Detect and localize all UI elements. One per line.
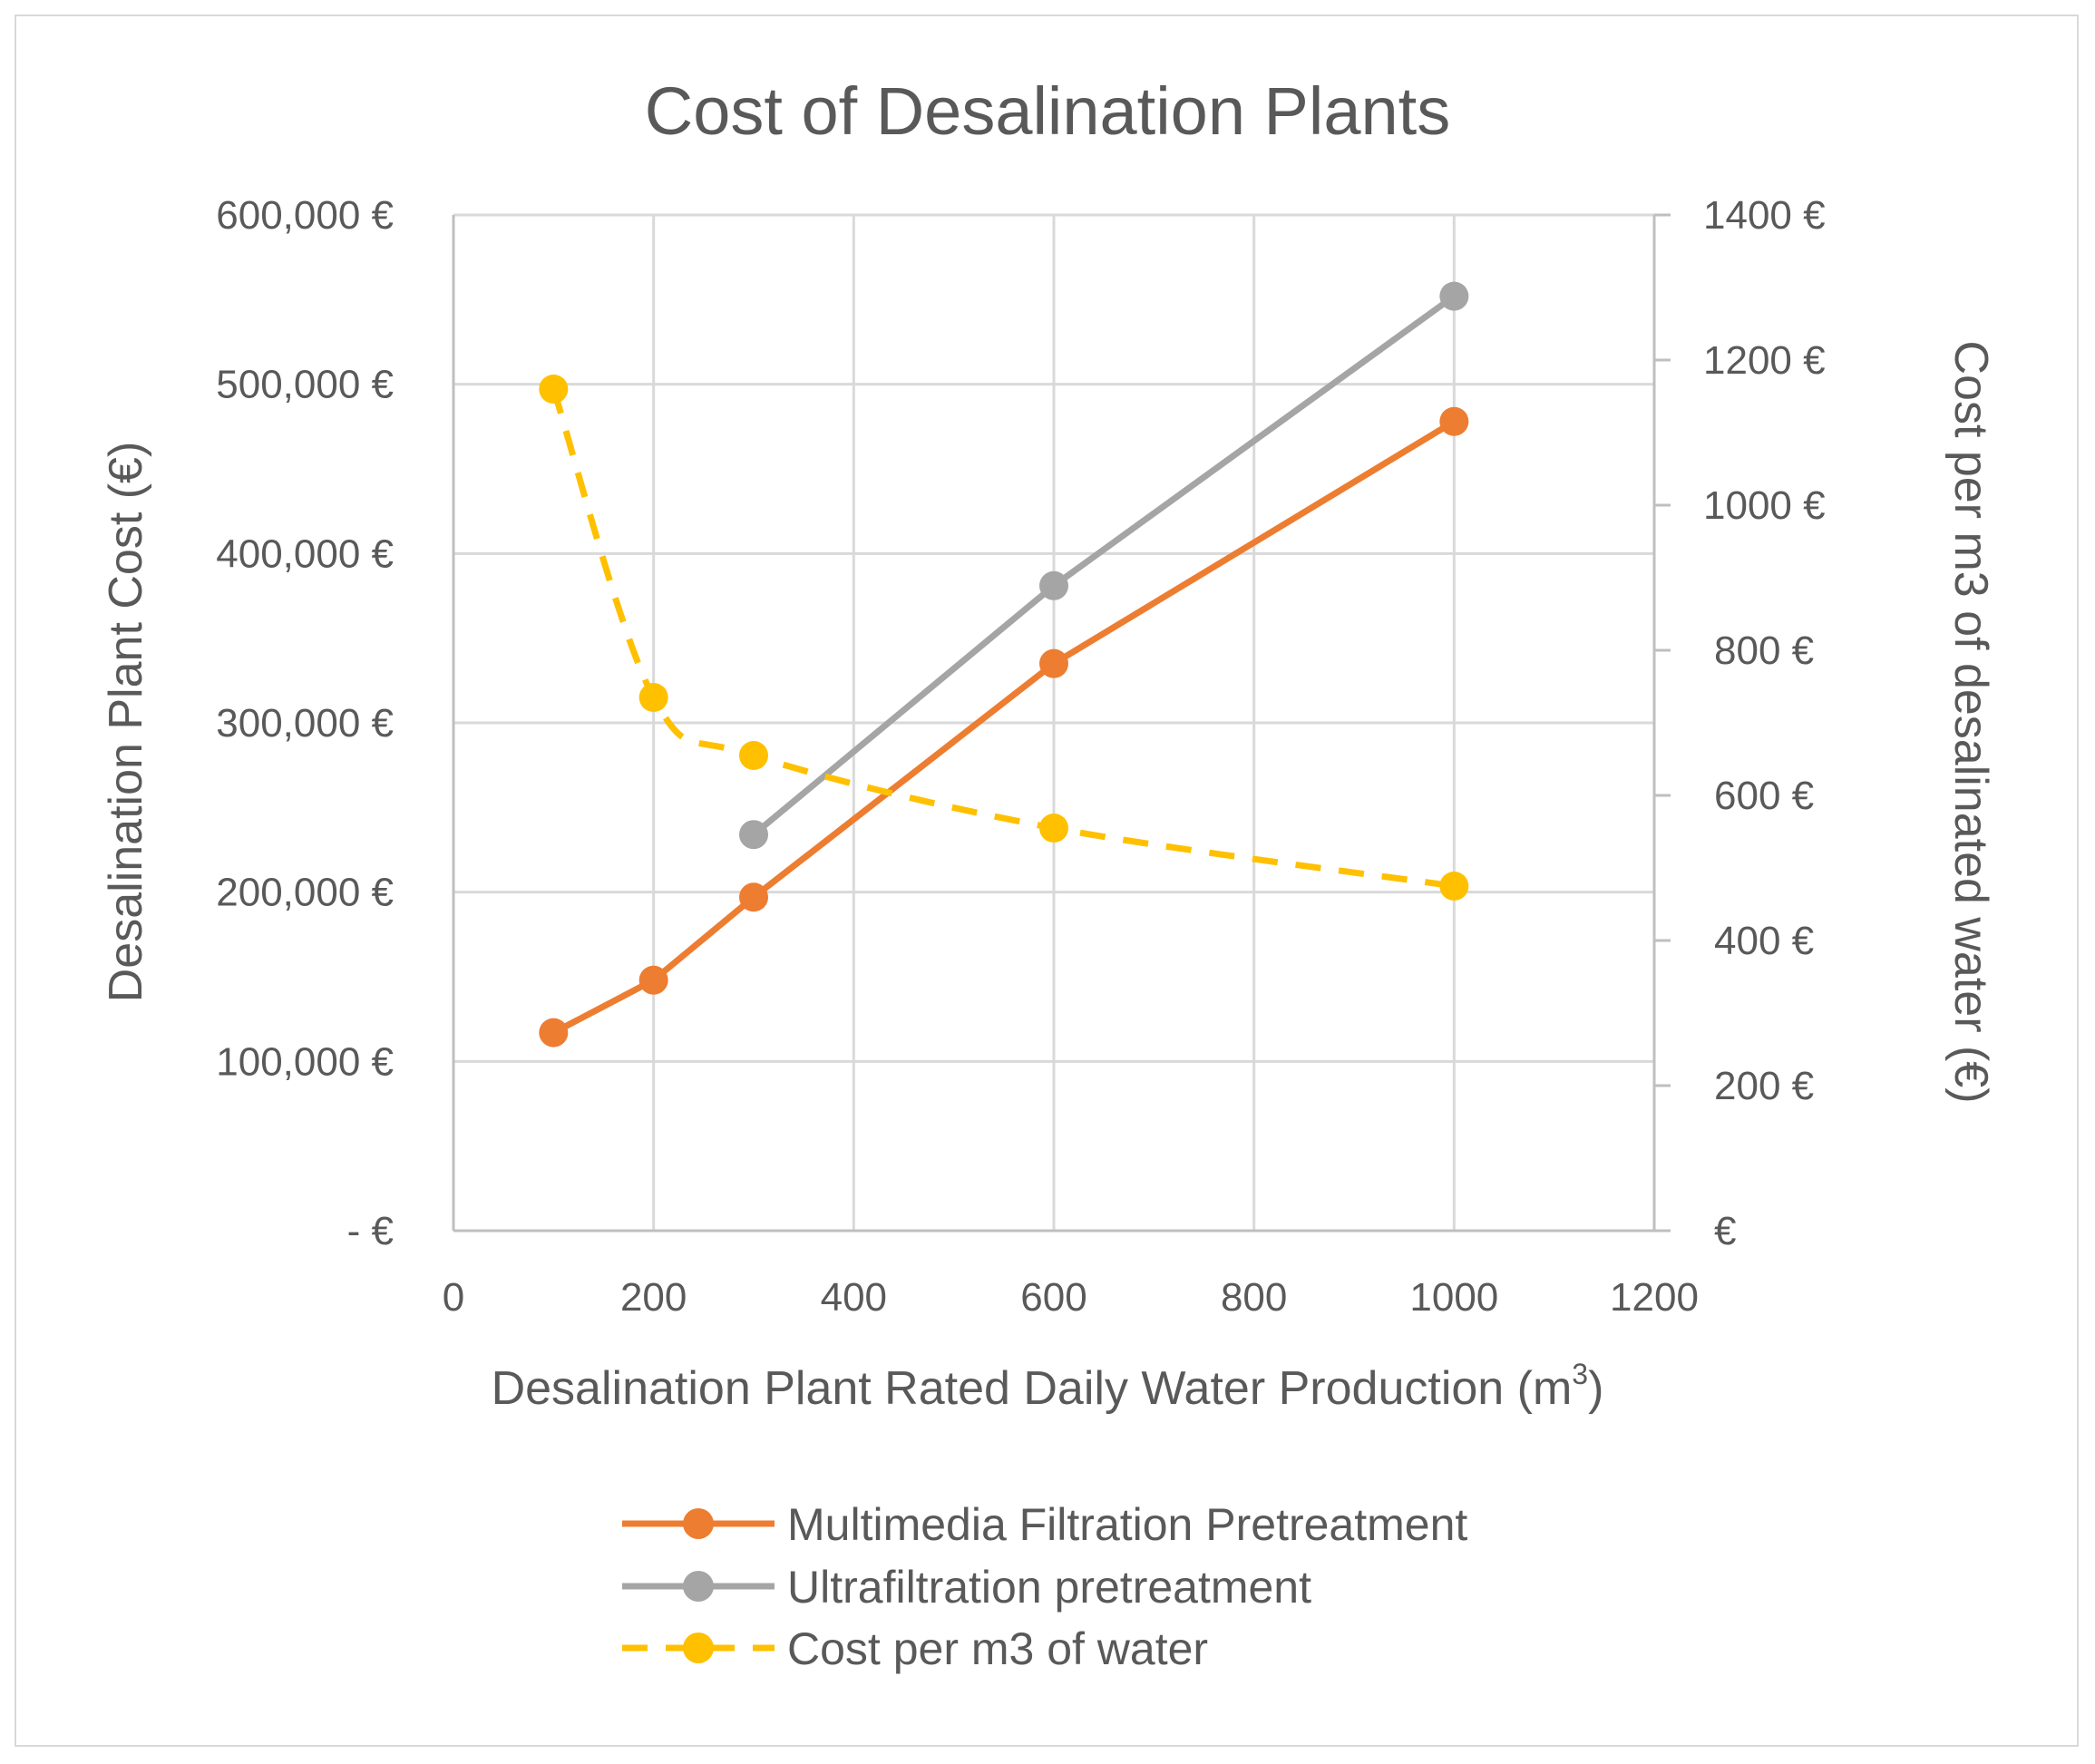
y-right-tick-label: 1200 €	[1703, 338, 1826, 383]
gridlines	[453, 213, 1656, 1231]
x-tick-label: 800	[1221, 1275, 1287, 1320]
series-line-3	[551, 387, 1455, 890]
series-3-point	[1039, 814, 1068, 843]
y-right-tick-label: 400 €	[1714, 919, 1814, 963]
legend-swatch-marker	[683, 1632, 714, 1663]
legend-swatch-marker	[683, 1508, 714, 1539]
x-tick-label: 200	[620, 1275, 687, 1320]
series-1-point	[1039, 648, 1068, 678]
x-axis-title-superscript: 3	[1572, 1358, 1588, 1390]
y-left-tick-label: 100,000 €	[216, 1039, 394, 1084]
legend: Multimedia Filtration Pretreatment Ultraf…	[622, 1499, 1467, 1674]
y-left-tick-label: 500,000 €	[216, 363, 394, 407]
series-line-1	[551, 418, 1457, 1036]
legend-label: Cost per m3 of water	[787, 1623, 1208, 1674]
series-layer	[539, 281, 1469, 1048]
series-2-point	[739, 820, 768, 850]
y-right-tick-label: 1000 €	[1703, 483, 1826, 528]
y-right-tick-label: 200 €	[1714, 1064, 1814, 1108]
series-3-point	[739, 741, 768, 770]
legend-label: Ultrafiltration pretreatment	[787, 1562, 1311, 1613]
series-2-point	[1039, 570, 1068, 600]
x-tick-label: 400	[821, 1275, 887, 1320]
y-left-tick-labels: - € 100,000 € 200,000 € 300,000 € 400,000 € 5…	[216, 193, 394, 1253]
y-right-tick-labels: €200 € 400 € 600 € 800 € 1000 € 1200 € 1400 €	[1703, 193, 1826, 1253]
axes	[452, 213, 1671, 1233]
x-tick-labels: 0 200 400 600 800 1000 1200	[443, 1275, 1699, 1320]
y-right-tick-label: 800 €	[1714, 629, 1814, 673]
x-axis-title: Desalination Plant Rated Daily Water Pro…	[492, 1358, 1604, 1415]
series-3-point	[638, 683, 668, 712]
y-left-tick-label: 200,000 €	[216, 871, 394, 915]
x-axis-title-suffix: )	[1588, 1362, 1603, 1415]
y-left-tick-label: 400,000 €	[216, 531, 394, 576]
chart-frame	[15, 15, 2079, 1747]
chart-title: Cost of Desalination Plants	[645, 73, 1450, 149]
x-tick-label: 1000	[1409, 1275, 1498, 1320]
series-2-point	[1439, 281, 1469, 311]
series-3-point	[539, 375, 569, 404]
series-1-point	[638, 965, 668, 995]
y-left-axis-title: Desalination Plant Cost (€)	[100, 442, 152, 1003]
legend-label: Multimedia Filtration Pretreatment	[787, 1499, 1467, 1550]
y-right-tick-label: 600 €	[1714, 774, 1814, 818]
series-1-point	[539, 1018, 569, 1048]
y-right-tick-label: 1400 €	[1703, 193, 1826, 238]
x-tick-label: 0	[443, 1275, 464, 1320]
y-right-axis-title: Cost per m3 of desalinated water (€)	[1944, 340, 1997, 1103]
x-tick-label: 600	[1020, 1275, 1086, 1320]
x-axis-title-main: Desalination Plant Rated Daily Water Pro…	[492, 1362, 1573, 1415]
legend-swatch-marker	[683, 1571, 714, 1602]
y-left-tick-label: 300,000 €	[216, 701, 394, 746]
series-1-point	[739, 882, 768, 912]
y-right-tick-label: €	[1714, 1209, 1736, 1253]
y-left-tick-label: - €	[347, 1209, 394, 1253]
x-tick-label: 1200	[1610, 1275, 1699, 1320]
series-3-point	[1439, 872, 1469, 901]
series-1-point	[1439, 406, 1469, 436]
series-line-2	[751, 293, 1457, 837]
y-left-tick-label: 600,000 €	[216, 193, 394, 238]
